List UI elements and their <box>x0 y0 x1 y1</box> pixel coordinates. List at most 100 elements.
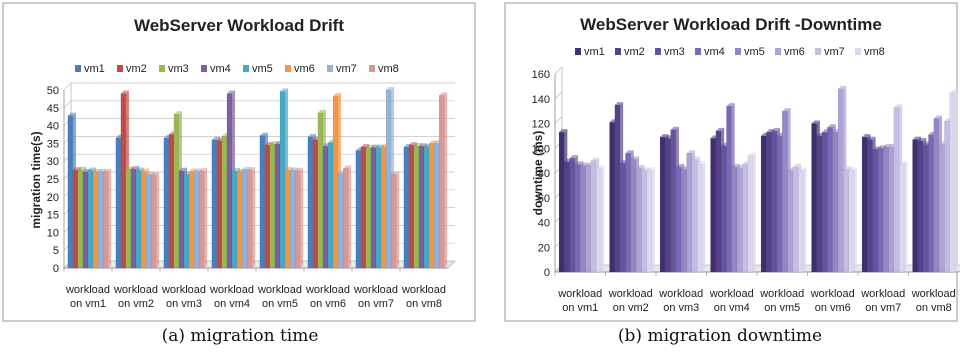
bar <box>236 171 243 269</box>
bar <box>183 174 190 269</box>
bar-top <box>933 115 943 119</box>
bar-side <box>396 171 400 268</box>
bar <box>77 169 84 269</box>
bar <box>848 170 855 273</box>
bar-top <box>194 168 203 172</box>
bar-top <box>93 168 102 172</box>
bar <box>188 171 195 269</box>
bar <box>193 171 200 269</box>
bar-top <box>731 163 741 167</box>
y-tick-label: 0 <box>53 263 59 275</box>
bar-top <box>590 157 600 161</box>
bar <box>173 114 180 269</box>
bar-top <box>596 165 605 169</box>
bar <box>423 146 430 269</box>
x-tick-label: workload <box>209 284 254 296</box>
bar-top <box>877 145 887 149</box>
bar-top <box>226 90 235 94</box>
chart-group: WebServer Workload Drift -Downtime vm1 vm2… <box>504 2 960 322</box>
legend-swatch <box>655 48 661 55</box>
bar <box>375 147 382 269</box>
y-tick-label: 0 <box>544 267 550 279</box>
y-tick-label: 20 <box>47 192 59 204</box>
legend-label: vm7 <box>824 46 845 58</box>
bar <box>949 92 956 273</box>
bar-top <box>259 132 268 136</box>
bar <box>585 165 592 273</box>
bar <box>776 135 783 273</box>
y-tick-label: 100 <box>532 143 550 155</box>
x-tick-label: workload <box>257 284 302 296</box>
legend-swatch <box>117 65 123 72</box>
bar <box>922 144 929 273</box>
bar <box>221 136 228 269</box>
bar <box>274 143 281 269</box>
bar-top <box>771 127 780 131</box>
bar-top <box>386 87 395 90</box>
bar <box>816 135 823 273</box>
bar <box>150 174 157 269</box>
legend-swatch <box>243 65 249 72</box>
x-tick-label: workload <box>608 288 653 300</box>
gridline <box>63 100 455 109</box>
x-tick-label: on vm5 <box>764 302 800 314</box>
bar-top <box>559 129 568 133</box>
bar <box>614 104 621 273</box>
y-tick-label: 25 <box>47 174 59 186</box>
bar-top <box>646 167 655 171</box>
bar <box>337 173 344 269</box>
bar-top <box>872 146 881 150</box>
bar <box>355 150 362 269</box>
x-tick-label: workload <box>810 288 855 300</box>
legend-label: vm4 <box>704 46 725 58</box>
bar <box>726 105 732 273</box>
chart-title: WebServer Workload Drift <box>134 16 344 35</box>
bar <box>385 89 392 269</box>
bar-top <box>660 134 669 138</box>
y-tick-label: 80 <box>538 168 550 180</box>
bar <box>289 170 296 269</box>
bar-side <box>204 168 208 268</box>
bar-top <box>630 156 640 160</box>
y-tick-label: 35 <box>47 138 59 150</box>
bar-top <box>285 167 294 171</box>
bar-top <box>376 144 385 148</box>
x-tick-label: workload <box>161 284 206 296</box>
bar <box>403 146 410 269</box>
bar-top <box>360 143 369 147</box>
bar <box>564 161 570 273</box>
bar <box>827 127 833 273</box>
bar-top <box>103 168 112 172</box>
tick-mark <box>554 66 563 75</box>
legend-label: vm6 <box>784 46 805 58</box>
bar <box>322 146 329 269</box>
bar <box>259 135 266 269</box>
bar-top <box>726 103 735 107</box>
x-tick-label: workload <box>911 288 956 300</box>
bar <box>82 171 89 269</box>
bar-top <box>766 129 775 133</box>
x-tick-label: workload <box>860 288 905 300</box>
chart-group: WebServer Workload Drift vm1 vm2 vm3 vm4 vm5 v… <box>2 2 476 322</box>
bar-top <box>88 167 97 171</box>
bar-top <box>625 150 634 154</box>
bar <box>284 169 291 269</box>
caption-migration-downtime: (b) migration downtime <box>617 326 823 346</box>
legend-swatch <box>575 48 581 55</box>
bar <box>787 170 794 273</box>
bar-top <box>120 90 129 94</box>
y-axis-label: downtime (ms) <box>531 131 545 216</box>
x-tick-label: workload <box>557 288 602 300</box>
legend-label: vm3 <box>168 63 189 75</box>
bar <box>821 131 828 273</box>
y-tick-label: 60 <box>538 193 550 205</box>
bar <box>125 169 132 269</box>
bar-side <box>702 161 706 272</box>
bar-top <box>98 168 107 172</box>
bar <box>595 167 602 273</box>
bar-top <box>317 109 326 113</box>
bar-top <box>949 89 958 93</box>
bar-top <box>269 141 278 145</box>
legend-swatch <box>735 48 741 55</box>
x-tick-label: workload <box>709 288 754 300</box>
